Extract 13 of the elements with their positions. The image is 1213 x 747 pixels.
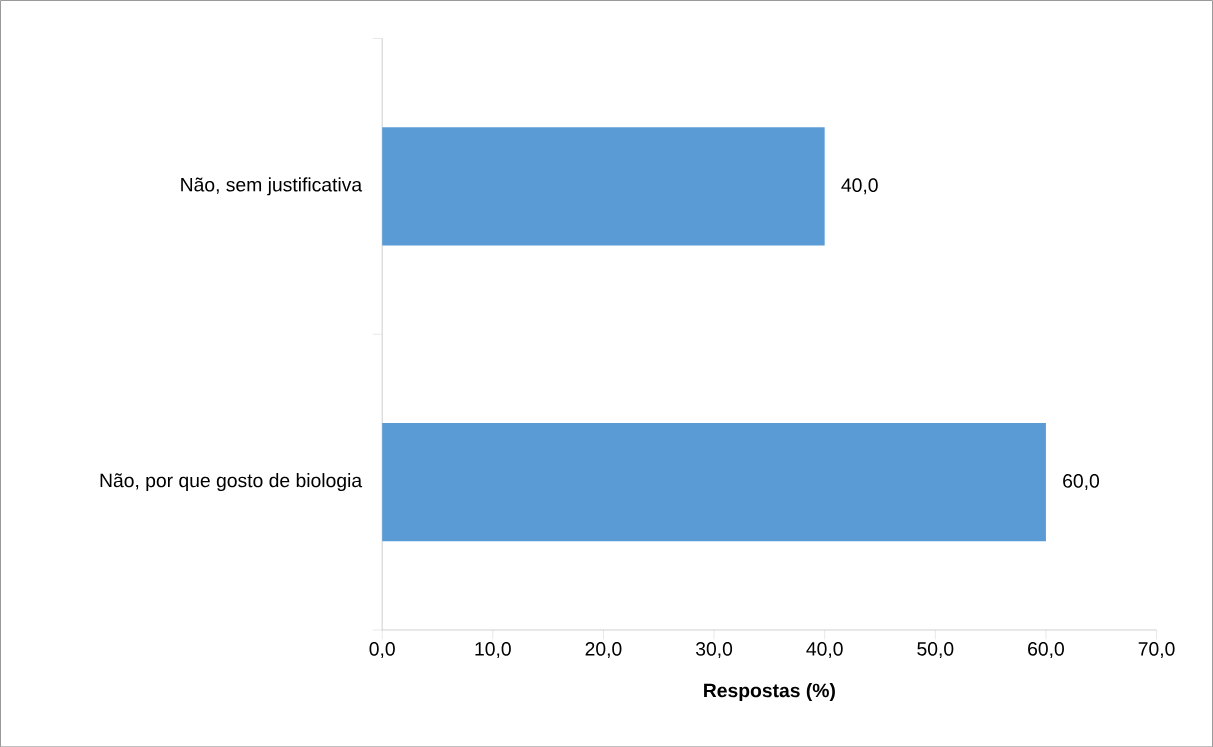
x-tick-label: 30,0 bbox=[695, 641, 733, 658]
data-label: 60,0 bbox=[1063, 473, 1100, 490]
data-label: 40,0 bbox=[841, 178, 878, 195]
x-tick-label: 20,0 bbox=[585, 641, 622, 658]
x-tick-label: 0,0 bbox=[369, 641, 395, 658]
x-tick-label: 40,0 bbox=[806, 641, 843, 658]
y-tick-label: Não, sem justificativa bbox=[181, 177, 363, 196]
x-axis-title: Respostas (%) bbox=[704, 682, 835, 701]
x-tick-label: 60,0 bbox=[1028, 641, 1064, 658]
x-tick-label: 50,0 bbox=[917, 641, 954, 658]
x-tick-label: 10,0 bbox=[475, 641, 511, 658]
x-tick-label: 70,0 bbox=[1138, 641, 1175, 658]
y-tick-label: Não, por que gosto de biologia bbox=[100, 472, 363, 491]
